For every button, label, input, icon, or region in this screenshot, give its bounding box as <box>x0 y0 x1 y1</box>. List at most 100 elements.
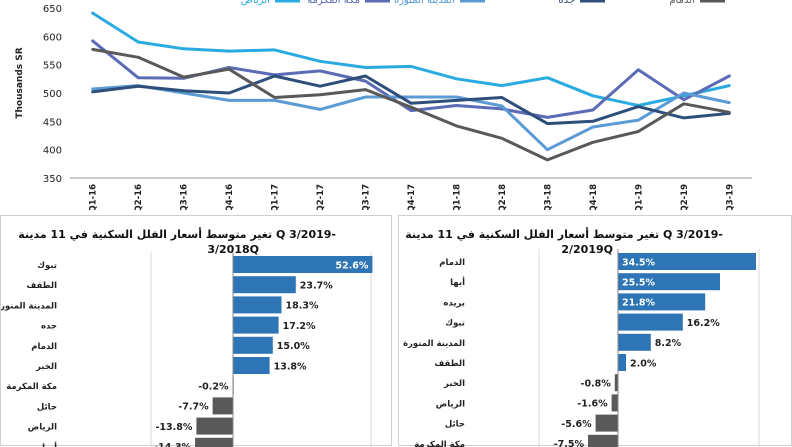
data-label: 17.2% <box>283 321 316 332</box>
x-tick-label: Q4-17 <box>407 184 417 210</box>
data-point <box>455 95 458 99</box>
data-point <box>455 104 458 107</box>
bar <box>618 293 706 311</box>
data-point <box>273 99 276 102</box>
data-point <box>728 74 731 78</box>
bar <box>618 273 720 291</box>
data-point <box>137 40 140 44</box>
data-point <box>682 98 685 102</box>
x-tick-label: Q3-16 <box>180 184 190 210</box>
data-point <box>273 74 276 78</box>
data-label: -0.2% <box>198 382 229 393</box>
data-point <box>682 91 685 95</box>
data-point <box>91 39 94 43</box>
data-label: 2.0% <box>630 358 657 369</box>
chart-title-line-1: تغير متوسط أسعار الفلل السكنية في 11 مدي… <box>405 227 723 241</box>
y-axis-title: Thousands SR <box>15 47 25 118</box>
data-point <box>227 91 231 95</box>
bar <box>618 333 651 351</box>
data-point <box>227 49 231 53</box>
data-label: 16.2% <box>687 318 720 329</box>
data-point <box>591 120 595 123</box>
legend-label-5: الدمام <box>669 0 695 6</box>
x-tick-label: Q2-16 <box>134 184 144 210</box>
series-line-3 <box>91 84 731 152</box>
data-point <box>364 74 367 78</box>
data-label: -7.7% <box>178 402 209 413</box>
category-label: تبوك <box>37 261 57 271</box>
bar <box>196 417 233 435</box>
data-point <box>182 91 185 95</box>
data-point <box>318 85 322 88</box>
bar <box>618 313 683 331</box>
legend-label-1: الرياض <box>241 0 270 6</box>
legend-label-2: مكة المكرمة <box>307 0 360 6</box>
y-tick-label: 650 <box>43 4 62 15</box>
data-label: -0.8% <box>581 379 612 390</box>
data-point <box>409 95 413 99</box>
data-point <box>500 84 504 87</box>
data-point <box>637 130 640 133</box>
bar <box>588 434 618 447</box>
category-label: مكة المكرمة <box>6 382 57 392</box>
data-point <box>546 116 549 119</box>
category-label: الخبر <box>35 362 57 372</box>
data-point <box>637 105 640 108</box>
data-point <box>137 56 140 59</box>
bar <box>595 414 618 432</box>
y-tick-label: 400 <box>43 146 62 157</box>
data-point <box>546 122 549 125</box>
data-point <box>364 66 367 69</box>
data-point <box>409 102 413 105</box>
bar <box>618 253 756 270</box>
data-point <box>455 99 458 102</box>
data-point <box>682 94 685 98</box>
data-point <box>546 76 549 79</box>
data-point <box>637 119 640 122</box>
category-label: بريده <box>443 298 465 308</box>
category-label: الدمام <box>31 342 57 352</box>
category-label: جده <box>41 322 57 332</box>
line-chart-panel: الرياض مكة المكرمة المدينة المنورة جدة الدما… <box>0 0 792 210</box>
data-label: 34.5% <box>622 257 655 268</box>
category-label: المدينة المنورة <box>403 339 465 349</box>
data-point <box>364 95 367 99</box>
data-point <box>500 137 504 140</box>
x-tick-label: Q1-17 <box>271 184 281 210</box>
category-label: أبها <box>450 276 465 288</box>
category-label: حائل <box>445 420 465 430</box>
x-tick-label: Q4-18 <box>589 184 599 210</box>
bar <box>195 437 233 447</box>
line-chart: الرياض مكة المكرمة المدينة المنورة جدة الدما… <box>15 0 752 210</box>
data-point <box>182 47 185 50</box>
data-point <box>318 69 322 73</box>
data-point <box>409 109 413 112</box>
data-point <box>273 96 276 99</box>
category-label: الطقف <box>434 359 465 369</box>
y-tick-label: 450 <box>43 117 62 128</box>
data-label: -7.5% <box>554 439 585 447</box>
data-point <box>728 111 731 114</box>
y-tick-label: 500 <box>43 89 62 100</box>
y-tick-label: 550 <box>43 61 62 72</box>
category-label: الرياض <box>436 399 465 409</box>
data-point <box>137 76 140 79</box>
series-line-4 <box>91 74 731 126</box>
data-point <box>637 68 640 72</box>
category-label: أبها <box>42 441 57 447</box>
data-label: 8.2% <box>655 338 682 349</box>
x-tick-label: Q2-19 <box>680 184 690 210</box>
data-point <box>728 84 731 87</box>
x-tick-label: Q2-17 <box>316 184 326 210</box>
data-label: -5.6% <box>561 419 592 430</box>
data-point <box>91 11 94 15</box>
y-tick-label: 350 <box>43 174 62 185</box>
data-point <box>137 85 140 88</box>
data-point <box>318 108 322 111</box>
category-label: الدمام <box>439 258 465 268</box>
bar <box>611 394 618 412</box>
data-label: -1.6% <box>577 399 608 410</box>
bar <box>233 256 373 273</box>
data-label: 52.6% <box>335 260 368 271</box>
data-label: 25.5% <box>622 278 655 289</box>
